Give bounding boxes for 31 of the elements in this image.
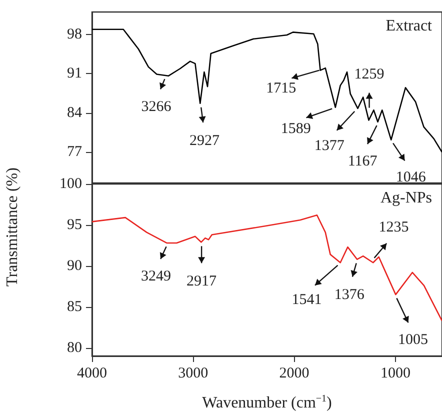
annotation: 2917 <box>186 274 218 290</box>
y-tick-label: 95 <box>67 216 82 233</box>
y-tick-label: 91 <box>67 66 82 82</box>
annotation: 1589 <box>280 120 311 137</box>
text: Ag-NPs <box>380 190 432 206</box>
annotation: 1167 <box>348 153 378 170</box>
x-tick-label: 1000 <box>380 366 410 382</box>
y-tick-label: 80 <box>67 340 82 356</box>
annotation: 1377 <box>314 138 345 154</box>
annotation: 2927 <box>190 132 220 149</box>
y-tick-label: 90 <box>67 258 82 274</box>
y-tick-label: 84 <box>67 104 82 121</box>
y-axis-title: Transmittance (%) <box>4 166 22 288</box>
annotation: 1376 <box>334 286 365 303</box>
annotation: 1235 <box>378 219 409 236</box>
annotation: 3266 <box>141 98 172 115</box>
y-tick-label: 85 <box>67 298 82 315</box>
annotation: 3249 <box>140 268 171 284</box>
annotation: 1541 <box>292 292 322 308</box>
annotation: 1715 <box>266 80 296 97</box>
annotation: 1259 <box>354 66 384 82</box>
annotation: 1046 <box>396 169 426 186</box>
y-tick-label: 77 <box>67 144 82 160</box>
annotation: 1005 <box>398 332 428 348</box>
line-series <box>91 214 442 322</box>
text: Extract <box>386 18 433 34</box>
x-tick-label: 3000 <box>178 366 208 382</box>
y-tick-label: 98 <box>67 26 82 42</box>
y-tick-label: 100 <box>60 176 82 192</box>
x-tick-label: 4000 <box>77 366 107 382</box>
x-tick-label: 2000 <box>279 366 310 382</box>
